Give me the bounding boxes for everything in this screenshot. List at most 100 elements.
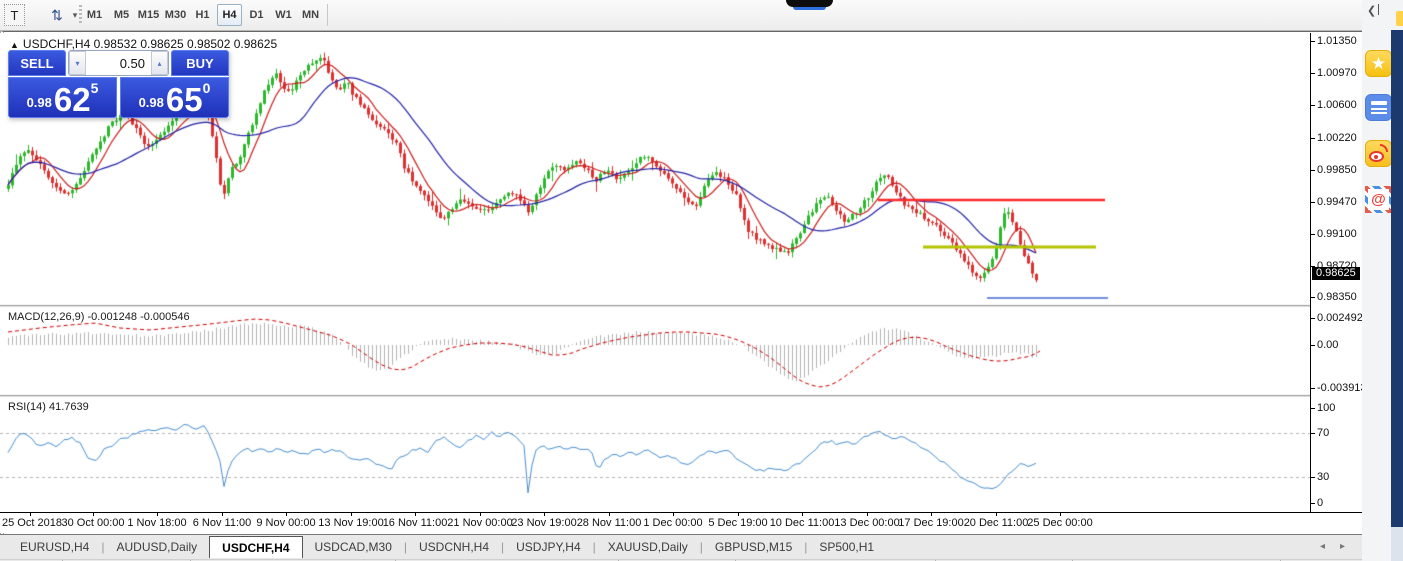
time-tick-label: 13 Dec 00:00 [834,517,900,529]
time-tick-mark [609,513,610,516]
timeframe-button-m1[interactable]: M1 [86,9,103,21]
price-axis-label: 0.99470 [1310,196,1357,208]
time-tick-mark [415,513,416,516]
time-tick-label: 28 Nov 11:00 [576,517,642,529]
time-tick-mark [222,513,223,516]
toolbar: T ⇅ ▾ M1 M5 M15 M30 H1 H4 D1 W1 MN [0,0,1362,31]
time-tick-label: 5 Dec 19:00 [708,517,768,529]
chart-ohlc-values: 0.98532 0.98625 0.98502 0.98625 [93,37,278,51]
rsi-axis-label: 30 [1309,471,1330,483]
volume-up-button[interactable]: ▴ [151,51,168,75]
tab-scroll-left-icon[interactable]: ◂ [1320,541,1326,552]
rsi-axis-label: 100 [1309,402,1336,414]
macd-values: -0.001248 -0.000546 [87,311,190,323]
timeframe-button-m30[interactable]: M30 [164,9,187,21]
docked-panel-edge [1391,30,1403,527]
price-axis-label: 0.99850 [1310,164,1357,176]
tab-usdjpy-h4[interactable]: USDJPY,H4 [516,540,581,554]
timeframe-button-h1[interactable]: H1 [195,9,210,21]
buy-price-box[interactable]: 0.98 65 0 [120,77,229,118]
timeframe-button-m5[interactable]: M5 [113,9,130,21]
tab-separator: | [501,540,505,554]
time-tick-mark [996,513,997,516]
time-tick-label: 9 Nov 00:00 [256,517,316,529]
tab-eurusd-h4[interactable]: EURUSD,H4 [20,540,90,554]
tab-audusd-daily[interactable]: AUDUSD,Daily [116,540,198,554]
time-tick-label: 10 Dec 11:00 [769,517,835,529]
time-tick-label: 23 Nov 19:00 [511,517,577,529]
time-tick-label: 20 Dec 11:00 [963,517,1029,529]
macd-indicator-label: MACD(12,26,9) -0.001248 -0.000546 [8,311,190,323]
timeframe-button-h4[interactable]: H4 [217,4,242,26]
sidebar-collapse-icon[interactable]: ❮ [1367,4,1380,17]
time-tick-mark [738,513,739,516]
time-tick-label: 21 Nov 00:00 [447,517,513,529]
tab-usdchf-h4[interactable]: USDCHF,H4 [209,536,303,558]
buy-price-big: 65 [165,80,203,118]
cropped-star-icon [1396,11,1403,26]
timeframe-button-w1[interactable]: W1 [275,9,292,21]
time-tick-mark [480,513,481,516]
tab-usdcnh-h4[interactable]: USDCNH,H4 [419,540,490,554]
overlapping-widget-shape [786,0,833,7]
time-axis[interactable]: 25 Oct 2018 30 Oct 00:00 1 Nov 18:00 6 Nov … [0,512,1362,533]
tab-sp500-h1[interactable]: SP500,H1 [819,540,875,554]
chart-tabs: EURUSD,H4 | AUDUSD,Daily USDCHF,H4 USDCAD,M3… [8,536,886,558]
text-tool-button[interactable]: T [4,4,25,26]
tab-separator: | [101,540,105,554]
price-axis-label: 1.00600 [1310,99,1357,111]
price-axis[interactable]: 1.01350 1.00970 1.00600 1.00220 0.99850 0.994… [1309,33,1367,512]
time-tick-label: 1 Nov 18:00 [127,517,187,529]
price-axis-label: 1.00970 [1310,67,1357,79]
weibo-share-icon[interactable] [1365,140,1392,167]
tab-scroll-right-icon[interactable]: ▸ [1340,541,1346,552]
sell-price-box[interactable]: 0.98 62 5 [8,77,117,118]
rsi-value: 41.7639 [48,401,89,413]
time-tick-label: 16 Nov 11:00 [382,517,448,529]
tab-gbpusd-m15[interactable]: GBPUSD,M15 [714,540,793,554]
time-tick-label: 17 Dec 19:00 [898,517,964,529]
timeframe-button-mn[interactable]: MN [301,9,320,21]
tab-usdcad-m30[interactable]: USDCAD,M30 [314,540,392,554]
rsi-name: RSI(14) [8,401,46,413]
tab-separator: | [403,540,407,554]
overlapping-widget-accent [793,7,826,10]
favorites-star-icon[interactable]: ★ [1365,50,1392,77]
cursor-tool-icon[interactable]: ⇅ [51,6,63,23]
volume-down-button[interactable]: ▾ [69,51,86,75]
docked-panel-edge-footer [1391,527,1403,561]
time-tick-label: 25 Dec 00:00 [1027,517,1093,529]
rsi-axis-label: 70 [1309,427,1330,439]
time-tick-mark [673,513,674,516]
buy-price-prefix: 0.98 [138,95,164,110]
timeframe-button-m15[interactable]: M15 [137,9,160,21]
mail-icon[interactable]: @ [1365,186,1392,213]
tab-xauusd-daily[interactable]: XAUUSD,Daily [607,540,688,554]
time-tick-mark [93,513,94,516]
cursor-tool-dropdown-caret-icon[interactable]: ▾ [72,9,78,20]
time-tick-label: 13 Nov 19:00 [318,517,384,529]
volume-input[interactable]: 0.50 [119,55,145,71]
news-feed-icon[interactable] [1365,94,1392,121]
toolbar-separator [327,4,328,26]
time-tick-label: 25 Oct 2018 [2,517,62,529]
collapse-chevron: ❮ [1367,5,1377,17]
price-axis-label: 0.98350 [1310,291,1357,303]
buy-button[interactable]: BUY [171,50,229,76]
macd-axis-label: -0.003913 [1310,382,1367,394]
time-tick-mark [802,513,803,516]
tab-separator: | [592,540,596,554]
one-click-trading-panel: SELL ▾ 0.50 ▴ BUY 0.98 62 5 0.98 65 0 [8,50,229,118]
macd-axis-label: 0.00 [1309,339,1339,351]
time-tick-mark [544,513,545,516]
price-axis-label: 0.99100 [1310,228,1357,240]
rsi-indicator-label: RSI(14) 41.7639 [8,401,89,413]
buy-price-pip: 0 [202,80,211,96]
toolbar-grip[interactable] [79,5,82,25]
timeframe-button-d1[interactable]: D1 [249,9,264,21]
sell-button[interactable]: SELL [8,50,66,76]
macd-axis-label: 0.002492 [1310,312,1363,324]
chart-symbol-period: USDCHF,H4 [22,37,91,51]
sell-price-big: 62 [53,80,91,118]
